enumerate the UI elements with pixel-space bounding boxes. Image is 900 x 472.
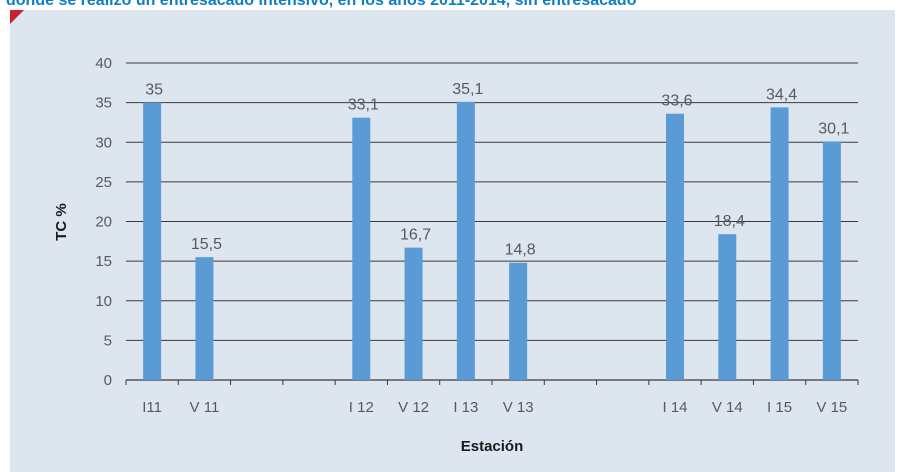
data-label: 18,4 (714, 213, 745, 230)
corner-triangle (10, 10, 24, 24)
data-label: 33,6 (661, 93, 692, 110)
data-label: 35,1 (452, 81, 483, 98)
x-axis-title: Estación (461, 438, 524, 455)
x-tick-label: I 15 (767, 399, 792, 416)
x-tick-label: V 13 (503, 399, 534, 416)
bar (718, 234, 737, 380)
bar (352, 117, 371, 381)
bar (143, 102, 162, 380)
data-label: 16,7 (400, 227, 431, 244)
bar (456, 101, 475, 381)
bar (509, 262, 528, 380)
x-tick-label: I 14 (662, 399, 687, 416)
data-label: 14,8 (505, 242, 536, 259)
corner-marker (10, 10, 24, 24)
x-tick-label: V 14 (712, 399, 743, 416)
x-tick-label: I 12 (349, 399, 374, 416)
bar (195, 257, 214, 380)
gridlines (126, 62, 858, 381)
y-tick-label: 40 (95, 55, 112, 72)
y-tick-label: 25 (95, 174, 112, 191)
data-label: 35 (145, 82, 163, 99)
y-tick-label: 10 (95, 293, 112, 310)
y-tick-label: 15 (95, 253, 112, 270)
x-tick-label: I 13 (453, 399, 478, 416)
y-tick-label: 30 (95, 134, 112, 151)
data-label: 15,5 (191, 236, 222, 253)
bars (143, 101, 841, 381)
y-tick-label: 5 (104, 332, 112, 349)
x-axis (125, 380, 859, 385)
y-tick-label: 35 (95, 95, 112, 112)
labels: 0 5 10 15 20 25 30 35 40 35 I11 15,5 V 11 33,1 I 12 16,… (95, 55, 849, 416)
bar (666, 113, 684, 380)
chart-caption: donde se realizó un entresacado intensiv… (6, 0, 637, 9)
data-label: 34,4 (766, 86, 797, 103)
bar (822, 141, 841, 380)
x-tick-label: V 11 (190, 399, 220, 416)
y-tick-label: 0 (104, 372, 112, 389)
x-tick-label: V 12 (398, 399, 429, 416)
y-axis-title: TC % (53, 203, 70, 241)
x-tick-label: V 15 (816, 399, 847, 416)
y-tick-label: 20 (95, 214, 112, 231)
bar (770, 107, 789, 380)
data-label: 30,1 (818, 120, 849, 137)
data-label: 33,1 (348, 97, 379, 114)
bar (404, 247, 423, 380)
x-tick-label: I11 (142, 399, 162, 416)
